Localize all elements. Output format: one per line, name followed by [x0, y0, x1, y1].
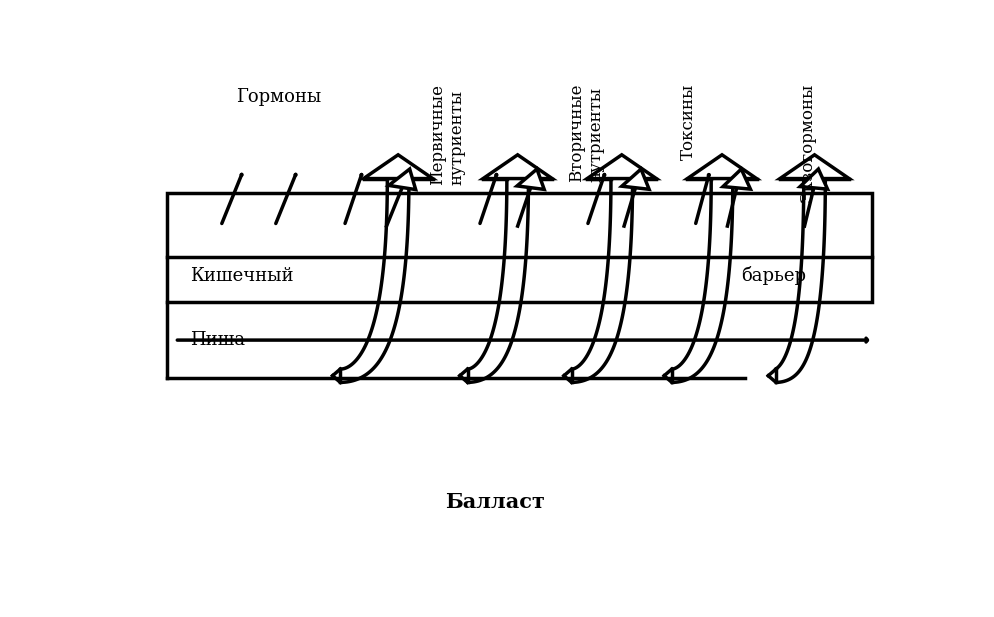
Text: Гормоны: Гормоны [236, 88, 321, 106]
Text: Кишечный: Кишечный [190, 267, 293, 285]
Text: Вторичные
нутриенты: Вторичные нутриенты [568, 83, 603, 182]
Polygon shape [723, 169, 749, 189]
Polygon shape [517, 169, 544, 189]
Polygon shape [687, 155, 755, 178]
Polygon shape [799, 169, 827, 189]
Text: Пиша: Пиша [190, 331, 245, 349]
Text: Первичные
нутриенты: Первичные нутриенты [428, 83, 465, 184]
Text: Токсины: Токсины [679, 83, 696, 160]
Text: барьер: барьер [741, 267, 805, 286]
Bar [167, 193, 872, 302]
Polygon shape [483, 155, 552, 178]
Polygon shape [389, 169, 415, 189]
Polygon shape [779, 155, 848, 178]
Polygon shape [363, 155, 432, 178]
Text: Экзогормоны: Экзогормоны [798, 83, 815, 203]
Polygon shape [621, 169, 648, 189]
Polygon shape [586, 155, 656, 178]
Text: Балласт: Балласт [444, 492, 544, 511]
